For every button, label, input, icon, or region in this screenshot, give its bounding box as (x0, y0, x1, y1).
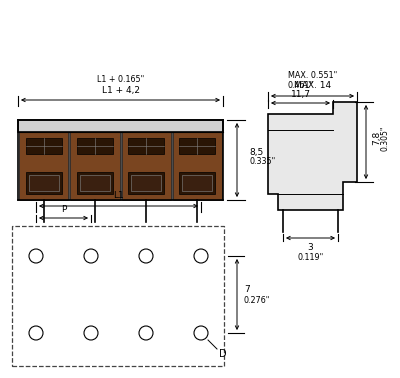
Text: L1: L1 (113, 192, 124, 200)
Bar (182, 175, 212, 191)
Text: 8,5: 8,5 (249, 147, 263, 156)
Text: L1 + 4,2: L1 + 4,2 (102, 85, 140, 94)
Text: 3: 3 (308, 243, 313, 253)
Text: P: P (61, 204, 66, 214)
Bar (180, 138, 215, 154)
Text: 0.119": 0.119" (297, 254, 324, 262)
Text: 0.305": 0.305" (381, 125, 390, 151)
Bar (77, 138, 113, 154)
Bar (26, 172, 62, 194)
Bar (128, 138, 164, 154)
Text: L1 + 0.165": L1 + 0.165" (97, 76, 144, 85)
Bar (131, 175, 161, 191)
Bar (173, 132, 222, 200)
Bar (122, 132, 171, 200)
Text: MAX. 0.551": MAX. 0.551" (288, 71, 337, 81)
Bar (18, 120, 223, 132)
Text: MAX. 14: MAX. 14 (294, 82, 331, 90)
Bar (70, 132, 120, 200)
Bar (26, 138, 62, 154)
Bar (19, 132, 68, 200)
Text: 0.461": 0.461" (288, 81, 314, 90)
Text: 0.335": 0.335" (249, 158, 275, 166)
Text: 11,7: 11,7 (290, 90, 310, 99)
Bar (128, 172, 164, 194)
Text: 7: 7 (244, 285, 250, 294)
Bar (77, 172, 113, 194)
Text: 7,8: 7,8 (372, 131, 381, 145)
Bar (12, 226, 224, 366)
Bar (180, 172, 215, 194)
Text: 0.276": 0.276" (244, 296, 270, 305)
Text: D: D (219, 349, 227, 359)
Bar (80, 175, 110, 191)
Polygon shape (268, 102, 357, 210)
Bar (29, 175, 58, 191)
